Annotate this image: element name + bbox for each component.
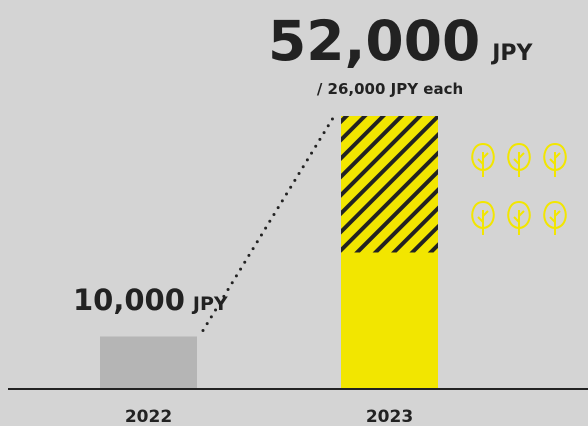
value-unit: JPY (490, 41, 533, 66)
connector (201, 116, 335, 332)
value-number: 52,000 (268, 9, 480, 73)
value-number: 10,000 (73, 283, 185, 317)
tree-icons (471, 143, 567, 236)
segment-label: / 26,000 JPY each (317, 80, 463, 98)
x-tick-label: 2023 (366, 407, 413, 426)
x-tick-label: 2022 (125, 407, 172, 426)
bar-segment (341, 252, 438, 389)
bar-segment (341, 116, 438, 253)
bar (100, 336, 197, 389)
stacked-bar (341, 116, 438, 389)
value-label: 10,000 JPY (73, 283, 228, 317)
value-unit: JPY (191, 293, 228, 315)
value-label: 52,000 JPY (268, 9, 534, 73)
